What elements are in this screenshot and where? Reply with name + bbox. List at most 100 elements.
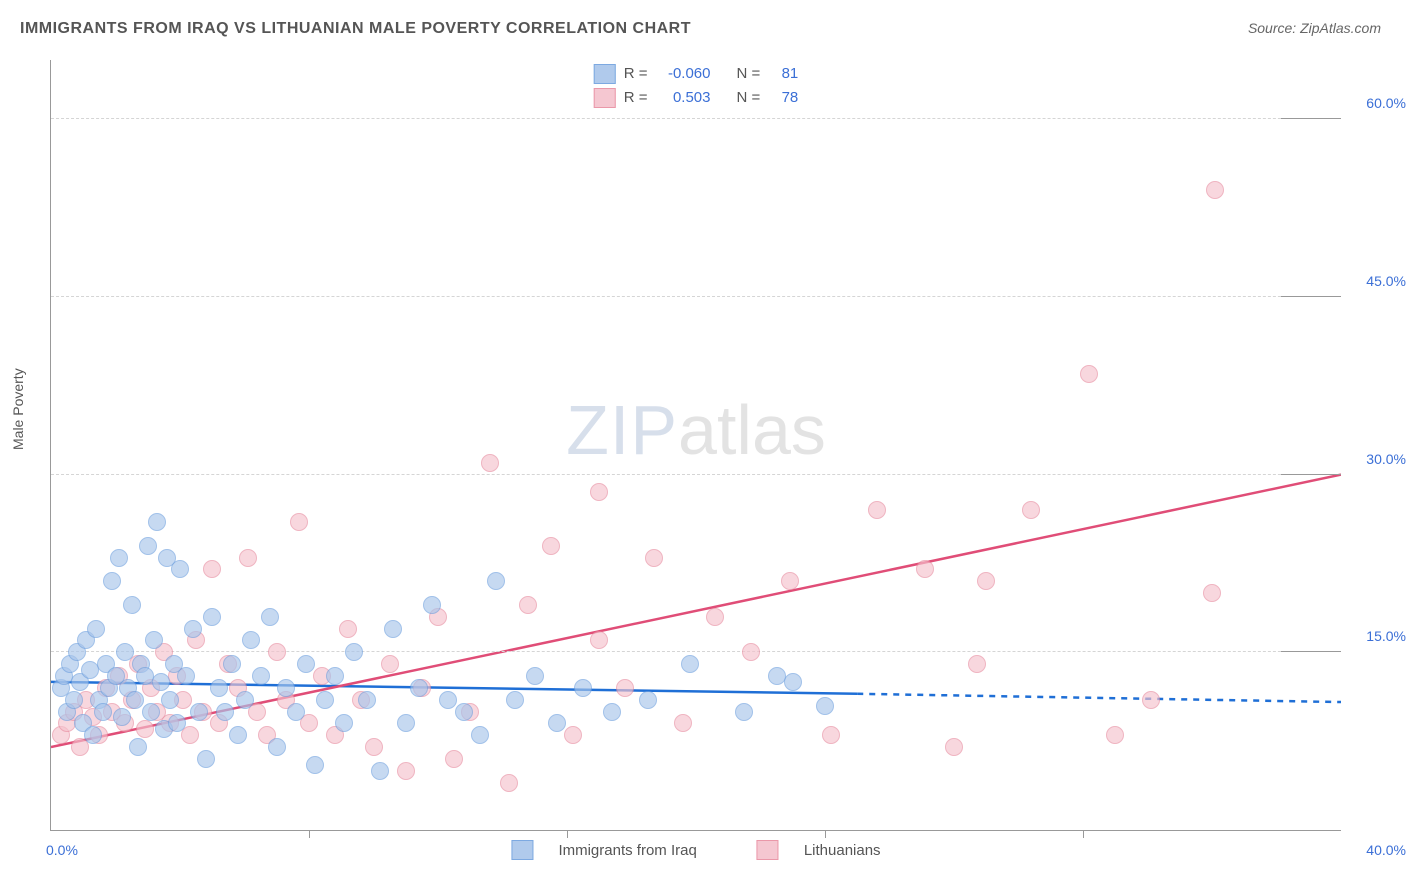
watermark-atlas: atlas bbox=[678, 391, 826, 469]
scatter-point bbox=[397, 762, 415, 780]
scatter-point bbox=[742, 643, 760, 661]
scatter-point bbox=[184, 620, 202, 638]
scatter-point bbox=[603, 703, 621, 721]
scatter-point bbox=[126, 691, 144, 709]
grid-line bbox=[51, 474, 1341, 475]
scatter-point bbox=[590, 483, 608, 501]
scatter-point bbox=[526, 667, 544, 685]
legend-row-a: R = -0.060 N = 81 bbox=[594, 62, 799, 86]
scatter-point bbox=[410, 679, 428, 697]
scatter-point bbox=[290, 513, 308, 531]
scatter-point bbox=[548, 714, 566, 732]
scatter-point bbox=[236, 691, 254, 709]
scatter-point bbox=[116, 643, 134, 661]
scatter-point bbox=[455, 703, 473, 721]
scatter-point bbox=[816, 697, 834, 715]
scatter-point bbox=[129, 738, 147, 756]
x-tick-0: 0.0% bbox=[46, 842, 78, 858]
scatter-point bbox=[439, 691, 457, 709]
legend-bottom: Immigrants from Iraq Lithuanians bbox=[511, 840, 880, 860]
scatter-point bbox=[519, 596, 537, 614]
scatter-point bbox=[148, 513, 166, 531]
scatter-point bbox=[65, 691, 83, 709]
n-label-b: N = bbox=[737, 86, 761, 110]
scatter-point bbox=[94, 703, 112, 721]
chart-title: IMMIGRANTS FROM IRAQ VS LITHUANIAN MALE … bbox=[20, 20, 691, 38]
scatter-point bbox=[1106, 726, 1124, 744]
scatter-point bbox=[506, 691, 524, 709]
y-tick-label: 15.0% bbox=[1351, 628, 1406, 644]
scatter-point bbox=[1142, 691, 1160, 709]
scatter-point bbox=[297, 655, 315, 673]
scatter-point bbox=[216, 703, 234, 721]
scatter-point bbox=[365, 738, 383, 756]
scatter-point bbox=[252, 667, 270, 685]
scatter-point bbox=[574, 679, 592, 697]
r-value-b: 0.503 bbox=[656, 86, 711, 110]
scatter-point bbox=[542, 537, 560, 555]
scatter-point bbox=[277, 679, 295, 697]
scatter-point bbox=[152, 673, 170, 691]
scatter-point bbox=[674, 714, 692, 732]
scatter-point bbox=[381, 655, 399, 673]
scatter-point bbox=[113, 708, 131, 726]
scatter-point bbox=[977, 572, 995, 590]
r-label-b: R = bbox=[624, 86, 648, 110]
scatter-point bbox=[500, 774, 518, 792]
scatter-point bbox=[203, 608, 221, 626]
scatter-point bbox=[287, 703, 305, 721]
scatter-point bbox=[306, 756, 324, 774]
scatter-point bbox=[706, 608, 724, 626]
grid-line bbox=[51, 651, 1341, 652]
r-value-a: -0.060 bbox=[656, 62, 711, 86]
scatter-point bbox=[268, 738, 286, 756]
scatter-point bbox=[397, 714, 415, 732]
scatter-point bbox=[916, 560, 934, 578]
scatter-point bbox=[471, 726, 489, 744]
y-axis-label: Male Poverty bbox=[10, 368, 26, 450]
scatter-point bbox=[822, 726, 840, 744]
scatter-point bbox=[268, 643, 286, 661]
n-label: N = bbox=[737, 62, 761, 86]
scatter-point bbox=[945, 738, 963, 756]
scatter-point bbox=[242, 631, 260, 649]
scatter-point bbox=[868, 501, 886, 519]
swatch-a-icon bbox=[594, 64, 616, 84]
scatter-point bbox=[590, 631, 608, 649]
scatter-point bbox=[358, 691, 376, 709]
scatter-point bbox=[371, 762, 389, 780]
scatter-point bbox=[639, 691, 657, 709]
y-tick-label: 60.0% bbox=[1351, 95, 1406, 111]
scatter-point bbox=[487, 572, 505, 590]
scatter-point bbox=[645, 549, 663, 567]
scatter-point bbox=[203, 560, 221, 578]
scatter-point bbox=[1203, 584, 1221, 602]
scatter-point bbox=[142, 703, 160, 721]
scatter-point bbox=[768, 667, 786, 685]
watermark-zip: ZIP bbox=[566, 391, 678, 469]
scatter-point bbox=[145, 631, 163, 649]
legend-row-b: R = 0.503 N = 78 bbox=[594, 86, 799, 110]
scatter-point bbox=[261, 608, 279, 626]
scatter-point bbox=[735, 703, 753, 721]
scatter-point bbox=[781, 572, 799, 590]
legend-label-a: Immigrants from Iraq bbox=[558, 842, 696, 859]
scatter-point bbox=[784, 673, 802, 691]
scatter-point bbox=[136, 720, 154, 738]
r-label: R = bbox=[624, 62, 648, 86]
n-value-b: 78 bbox=[768, 86, 798, 110]
scatter-point bbox=[223, 655, 241, 673]
trend-lines bbox=[51, 60, 1341, 830]
scatter-point bbox=[84, 726, 102, 744]
scatter-point bbox=[616, 679, 634, 697]
scatter-point bbox=[161, 691, 179, 709]
scatter-point bbox=[564, 726, 582, 744]
legend-label-b: Lithuanians bbox=[804, 842, 881, 859]
scatter-point bbox=[197, 750, 215, 768]
scatter-point bbox=[1022, 501, 1040, 519]
scatter-point bbox=[339, 620, 357, 638]
scatter-point bbox=[229, 726, 247, 744]
scatter-point bbox=[445, 750, 463, 768]
x-tick-40: 40.0% bbox=[1366, 842, 1406, 858]
scatter-point bbox=[968, 655, 986, 673]
